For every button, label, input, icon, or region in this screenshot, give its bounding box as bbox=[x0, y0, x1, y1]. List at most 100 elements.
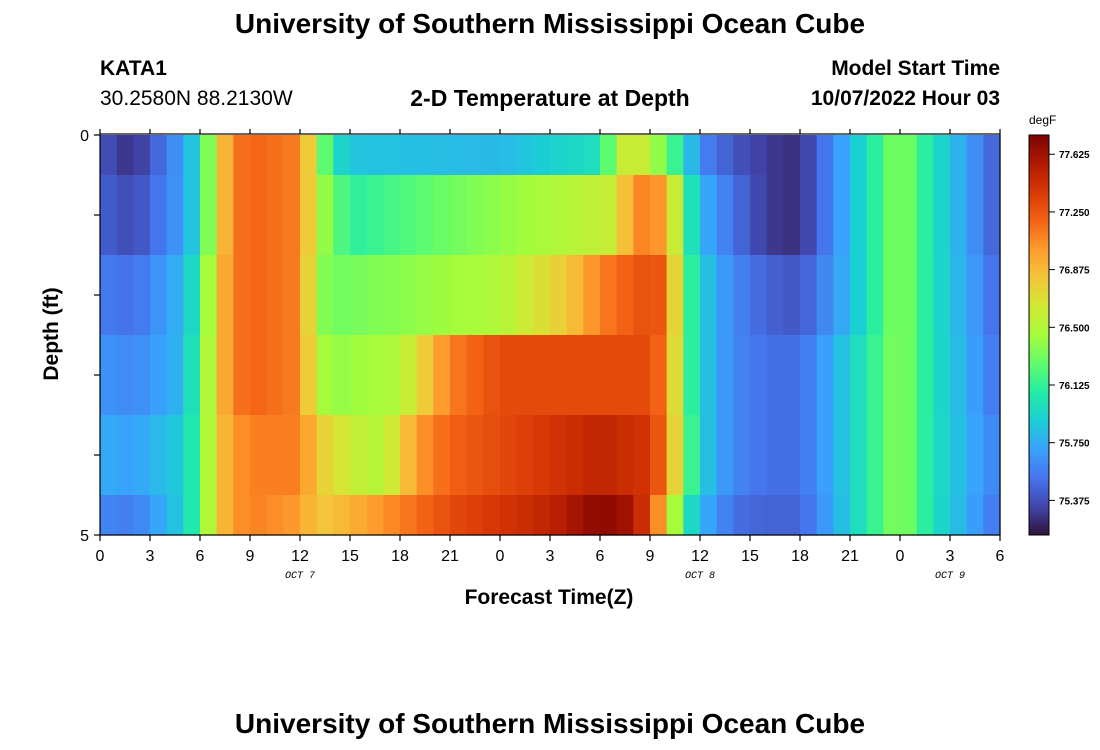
heatmap-cell bbox=[950, 135, 968, 176]
y-tick-label: 0 bbox=[80, 128, 89, 145]
heatmap-cell bbox=[616, 415, 634, 496]
heatmap-cell bbox=[933, 495, 951, 536]
heatmap-cell bbox=[300, 415, 318, 496]
x-tick-label: 12 bbox=[291, 548, 309, 565]
heatmap-cell bbox=[200, 335, 218, 416]
heatmap-cell bbox=[650, 495, 668, 536]
heatmap-cell bbox=[583, 415, 601, 496]
x-tick-label: 12 bbox=[691, 548, 709, 565]
heatmap-cell bbox=[300, 495, 318, 536]
heatmap-cell bbox=[400, 175, 418, 256]
heatmap-cell bbox=[750, 255, 768, 336]
heatmap-cell bbox=[600, 135, 618, 176]
heatmap-cell bbox=[716, 255, 734, 336]
heatmap-cell bbox=[100, 415, 118, 496]
heatmap-cell bbox=[350, 135, 368, 176]
heatmap-cell bbox=[816, 175, 834, 256]
heatmap-cell bbox=[150, 415, 168, 496]
x-tick-label: 9 bbox=[246, 548, 255, 565]
heatmap-cell bbox=[316, 135, 334, 176]
x-tick-label: 0 bbox=[896, 548, 905, 565]
heatmap-cell bbox=[866, 135, 884, 176]
heatmap-cell bbox=[566, 255, 584, 336]
heatmap-cell bbox=[150, 335, 168, 416]
heatmap-cell bbox=[516, 175, 534, 256]
heatmap-cell bbox=[116, 495, 134, 536]
heatmap-cell bbox=[200, 135, 218, 176]
x-tick-label: 0 bbox=[496, 548, 505, 565]
heatmap-cell bbox=[483, 495, 501, 536]
heatmap-cell bbox=[450, 175, 468, 256]
heatmap-cell bbox=[183, 135, 201, 176]
heatmap-cell bbox=[966, 495, 984, 536]
heatmap-cell bbox=[650, 255, 668, 336]
heatmap-cell bbox=[283, 255, 301, 336]
heatmap-cell bbox=[166, 335, 184, 416]
heatmap-cell bbox=[600, 175, 618, 256]
heatmap-cell bbox=[483, 415, 501, 496]
heatmap-cell bbox=[516, 255, 534, 336]
heatmap-cell bbox=[550, 135, 568, 176]
heatmap-cell bbox=[766, 175, 784, 256]
heatmap-cell bbox=[616, 495, 634, 536]
x-tick-label: 0 bbox=[96, 548, 105, 565]
heatmap-cell bbox=[533, 135, 551, 176]
date-label: OCT 8 bbox=[685, 571, 715, 582]
heatmap-cell bbox=[266, 135, 284, 176]
heatmap-cell bbox=[233, 255, 251, 336]
heatmap-cell bbox=[933, 135, 951, 176]
heatmap-cell bbox=[533, 495, 551, 536]
heatmap-cell bbox=[316, 495, 334, 536]
heatmap-cell bbox=[600, 415, 618, 496]
heatmap-cell bbox=[133, 415, 151, 496]
heatmap-cell bbox=[450, 255, 468, 336]
heatmap-cell bbox=[566, 495, 584, 536]
heatmap-cell bbox=[416, 255, 434, 336]
heatmap-cell bbox=[716, 135, 734, 176]
heatmap-cell bbox=[233, 135, 251, 176]
heatmap-cell bbox=[733, 135, 751, 176]
heatmap-cell bbox=[116, 255, 134, 336]
heatmap-cell bbox=[766, 495, 784, 536]
heatmap-cell bbox=[366, 255, 384, 336]
heatmap-cell bbox=[966, 255, 984, 336]
heatmap-cell bbox=[983, 495, 1001, 536]
heatmap-cell bbox=[250, 175, 268, 256]
heatmap-cell bbox=[533, 415, 551, 496]
heatmap-cell bbox=[616, 135, 634, 176]
heatmap-cell bbox=[750, 415, 768, 496]
heatmap-cell bbox=[766, 135, 784, 176]
heatmap-cell bbox=[233, 335, 251, 416]
heatmap-cell bbox=[983, 135, 1001, 176]
heatmap-cell bbox=[433, 495, 451, 536]
heatmap-cell bbox=[183, 495, 201, 536]
heatmap-cell bbox=[950, 415, 968, 496]
heatmap-cell bbox=[733, 255, 751, 336]
heatmap-cell bbox=[750, 135, 768, 176]
heatmap-cell bbox=[966, 135, 984, 176]
heatmap-cell bbox=[583, 255, 601, 336]
heatmap-cell bbox=[333, 135, 351, 176]
heatmap-cell bbox=[283, 175, 301, 256]
heatmap-cell bbox=[466, 175, 484, 256]
heatmap-cell bbox=[700, 335, 718, 416]
heatmap-cell bbox=[466, 335, 484, 416]
heatmap-cell bbox=[500, 255, 518, 336]
heatmap-cell bbox=[300, 255, 318, 336]
heatmap-cell bbox=[950, 335, 968, 416]
heatmap-cell bbox=[166, 255, 184, 336]
heatmap-cell bbox=[883, 335, 901, 416]
heatmap-cell bbox=[183, 415, 201, 496]
heatmap-cell bbox=[366, 175, 384, 256]
heatmap-cell bbox=[500, 415, 518, 496]
heatmap-cell bbox=[350, 495, 368, 536]
heatmap-cell bbox=[750, 335, 768, 416]
colorbar bbox=[1028, 134, 1050, 536]
heatmap-cell bbox=[416, 415, 434, 496]
station-coordinates: 30.2580N 88.2130W bbox=[100, 87, 293, 110]
heatmap-cell bbox=[316, 175, 334, 256]
heatmap-cell bbox=[833, 415, 851, 496]
heatmap-cell bbox=[150, 255, 168, 336]
heatmap-cell bbox=[883, 495, 901, 536]
heatmap-cell bbox=[700, 175, 718, 256]
